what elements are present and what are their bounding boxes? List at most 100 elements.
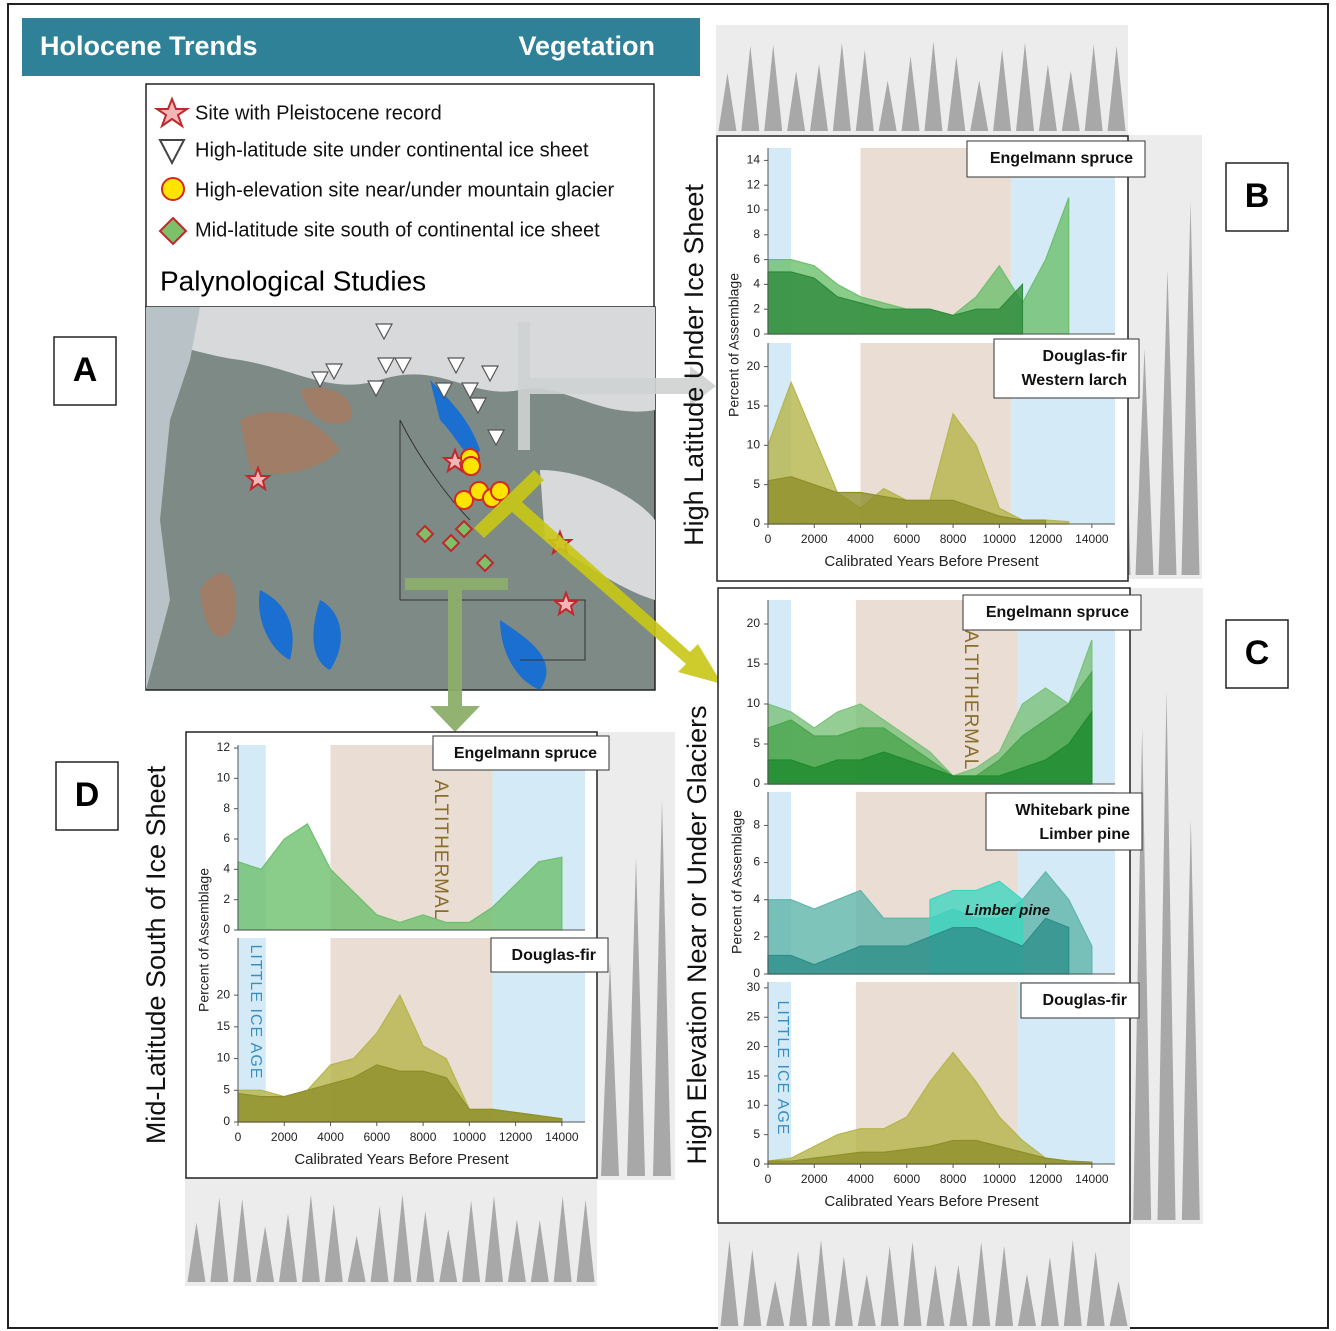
map-title: Palynological Studies bbox=[160, 265, 426, 296]
x-tick-label: 4000 bbox=[847, 532, 874, 546]
tree-strip bbox=[185, 1178, 597, 1286]
tree bbox=[970, 80, 989, 131]
area-series bbox=[767, 917, 1070, 975]
tree bbox=[462, 1200, 481, 1282]
x-tick-label: 10000 bbox=[983, 1172, 1017, 1186]
legend-text: High-latitude site under continental ice… bbox=[195, 139, 589, 161]
y-tick-label: 10 bbox=[747, 696, 761, 710]
tree bbox=[1109, 1281, 1128, 1326]
tree bbox=[507, 1219, 526, 1282]
y-tick-label: 12 bbox=[747, 177, 761, 191]
y-tick-label: 5 bbox=[753, 736, 760, 750]
area-series bbox=[767, 476, 1047, 525]
x-tick-label: 14000 bbox=[1075, 532, 1109, 546]
x-tick-label: 10000 bbox=[983, 532, 1017, 546]
legend-icon-diamond bbox=[158, 216, 188, 246]
y-tick-label: 30 bbox=[747, 980, 761, 994]
tree bbox=[1084, 44, 1103, 131]
tree bbox=[926, 1264, 945, 1326]
tree bbox=[653, 799, 671, 1176]
tree bbox=[832, 42, 851, 131]
tree bbox=[766, 1280, 785, 1326]
tree bbox=[901, 56, 920, 131]
tree bbox=[972, 1241, 991, 1326]
x-tick-label: 2000 bbox=[271, 1130, 298, 1144]
y-axis-label: Percent of Assemblage bbox=[726, 273, 742, 417]
letter-box bbox=[55, 761, 119, 831]
x-tick-label: 6000 bbox=[893, 1172, 920, 1186]
chart-title-box bbox=[993, 338, 1140, 399]
tree bbox=[1016, 42, 1034, 131]
borders bbox=[399, 419, 586, 661]
chart-title: Whitebark pine bbox=[1015, 802, 1130, 819]
tree bbox=[1086, 1251, 1105, 1326]
tree bbox=[1063, 1240, 1082, 1326]
tree bbox=[576, 1199, 595, 1282]
tree bbox=[1181, 819, 1200, 1220]
legend-icon-circle bbox=[161, 177, 185, 201]
y-tick-label: 2 bbox=[753, 929, 760, 943]
annotation: LITTLE ICE AGE bbox=[774, 1001, 791, 1136]
y-tick-label: 10 bbox=[217, 1051, 231, 1065]
arrow-green bbox=[405, 578, 508, 732]
panel-letter: B bbox=[1245, 177, 1270, 215]
panel-letter: A bbox=[73, 351, 98, 389]
x-tick-label: 2000 bbox=[801, 532, 828, 546]
y-tick-label: 2 bbox=[223, 892, 230, 906]
area-series bbox=[767, 271, 1024, 335]
lakes bbox=[259, 380, 547, 690]
y-tick-label: 0 bbox=[753, 516, 760, 530]
header-right: Vegetation bbox=[518, 31, 655, 61]
tree bbox=[1061, 70, 1080, 131]
y-tick-label: 0 bbox=[753, 326, 760, 340]
tree bbox=[601, 960, 619, 1176]
y-tick-label: 0 bbox=[753, 776, 760, 790]
tree bbox=[347, 1235, 366, 1282]
tree bbox=[789, 1251, 808, 1326]
x-tick-label: 0 bbox=[765, 532, 772, 546]
tree bbox=[393, 1194, 412, 1282]
x-tick-label: 14000 bbox=[1075, 1172, 1109, 1186]
annotation: LITTLE ICE AGE bbox=[247, 945, 264, 1080]
letter-box bbox=[53, 336, 117, 406]
x-tick-label: 8000 bbox=[940, 532, 967, 546]
tree bbox=[1038, 64, 1057, 131]
y-tick-label: 10 bbox=[747, 437, 761, 451]
y-tick-label: 15 bbox=[217, 1019, 231, 1033]
y-tick-label: 0 bbox=[753, 1156, 760, 1170]
x-tick-label: 6000 bbox=[893, 532, 920, 546]
x-tick-label: 0 bbox=[235, 1130, 242, 1144]
y-tick-label: 10 bbox=[747, 202, 761, 216]
chart-title-box bbox=[985, 792, 1143, 851]
x-tick-label: 12000 bbox=[499, 1130, 533, 1144]
tree bbox=[439, 1229, 458, 1282]
tree-strip bbox=[716, 25, 1128, 135]
y-tick-label: 5 bbox=[223, 1082, 230, 1096]
chart-title: Engelmann spruce bbox=[454, 745, 597, 762]
x-tick-label: 14000 bbox=[545, 1130, 579, 1144]
x-tick-label: 6000 bbox=[363, 1130, 390, 1144]
y-tick-label: 4 bbox=[223, 862, 230, 876]
tree bbox=[324, 1204, 343, 1282]
panel-letter: D bbox=[75, 776, 100, 814]
diamond-sites bbox=[415, 519, 495, 573]
x-tick-label: 8000 bbox=[410, 1130, 437, 1144]
decoration bbox=[185, 25, 1203, 1330]
y-tick-label: 4 bbox=[753, 892, 760, 906]
tree bbox=[1157, 690, 1176, 1220]
x-tick-label: 4000 bbox=[317, 1130, 344, 1144]
legend-icon-triangle bbox=[158, 139, 186, 166]
tree bbox=[855, 49, 874, 131]
y-axis-label: Percent of Assemblage bbox=[729, 810, 745, 954]
x-tick-label: 12000 bbox=[1029, 1172, 1063, 1186]
tree bbox=[416, 1211, 435, 1282]
letter-box bbox=[1225, 619, 1289, 689]
legend-text: Site with Pleistocene record bbox=[195, 102, 442, 124]
y-tick-label: 25 bbox=[747, 1009, 761, 1023]
tree bbox=[1107, 45, 1126, 131]
arrow-gray bbox=[518, 322, 716, 450]
y-tick-label: 6 bbox=[753, 855, 760, 869]
chart-title-box bbox=[1020, 982, 1140, 1019]
